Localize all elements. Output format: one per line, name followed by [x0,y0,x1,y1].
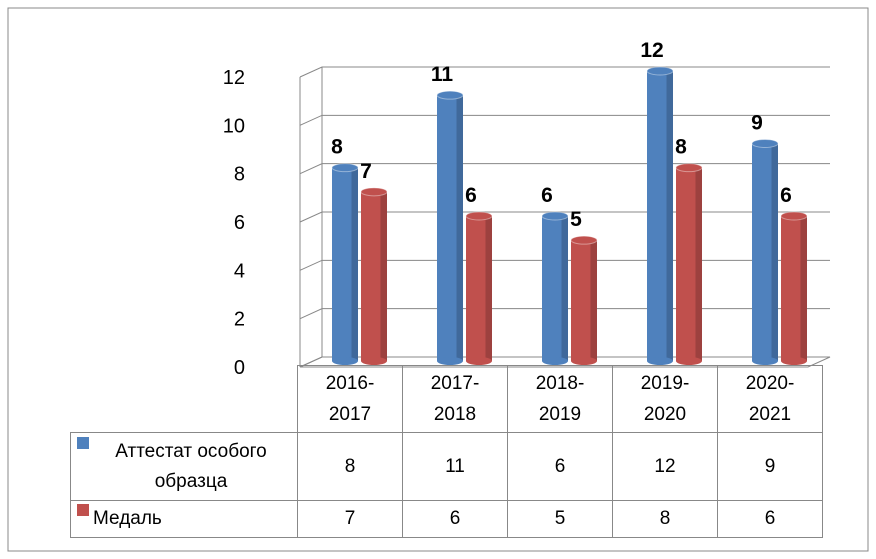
data-label: 6 [780,184,792,207]
bar [781,216,807,361]
bar [647,71,673,361]
bar [361,191,387,361]
bar [571,240,597,361]
bar-base [361,357,387,365]
legend-label: Аттестат особого образца [115,440,267,492]
data-label: 6 [541,184,553,207]
legend-cell: Медаль [70,500,298,538]
bar-shade [456,95,463,362]
bar-shade [380,191,387,361]
grid-line [299,163,830,175]
data-label: 5 [570,208,582,231]
y-tick-label: 0 [234,357,245,379]
bar-base [571,357,597,365]
data-table: 2016-2017 2017-2018 2018-2019 2019-2020 2020… [70,365,823,538]
table-value: 6 [402,500,508,538]
bar-shade [800,216,807,361]
bar-cap [465,211,493,221]
table-value: 6 [507,432,613,501]
bar-cap [331,163,359,173]
bar-shade [351,167,358,361]
bar-base [781,357,807,365]
table-value: 7 [297,500,403,538]
bar-cap [751,139,779,148]
bar-cap [780,211,808,221]
bar-shade [666,71,673,361]
bar-base [752,357,778,365]
legend-swatch [77,436,89,449]
bar-shade [771,143,778,361]
x-tick-label: 2018-2019 [535,373,585,425]
data-label: 7 [360,160,372,183]
bar-cap [541,211,569,221]
bar [542,216,568,361]
bar [332,167,358,361]
table-value: 8 [297,432,403,501]
table-value: 6 [717,500,823,538]
x-tick-label: 2017-2018 [430,373,480,425]
data-label: 8 [331,136,343,159]
y-tick-label: 12 [223,67,245,89]
bar-shade [561,216,568,361]
table-value: 8 [612,500,718,538]
y-tick-label: 2 [234,309,245,331]
category-cell: 2018-2019 [507,365,613,433]
category-cell: 2020-2021 [717,365,823,433]
table-value: 9 [717,432,823,501]
bar [466,216,492,361]
blank [71,366,298,433]
bar-shade [590,240,597,361]
data-label: 8 [675,136,687,159]
x-tick-label: 2020-2021 [745,373,795,425]
data-label: 12 [640,39,663,62]
bar-base [332,357,358,365]
category-cell: 2017-2018 [402,365,508,433]
data-label: 9 [751,112,763,135]
bar [752,143,778,361]
y-tick-label: 10 [223,115,245,137]
grid-line [299,66,830,78]
bar [437,95,463,362]
data-label: 6 [465,184,477,207]
bar-base [466,357,492,365]
y-tick-label: 4 [234,260,245,282]
category-cell: 2019-2020 [612,365,718,433]
y-tick-label: 8 [234,164,245,186]
bar-cap [436,90,464,100]
category-cell: 2016-2017 [297,365,403,433]
bar-base [647,357,673,365]
bar-cap [675,163,703,173]
frame [7,7,869,552]
table-value: 11 [402,432,508,501]
legend-label: Медаль [93,508,162,529]
bar-base [437,357,463,365]
y-tick-label: 6 [234,212,245,234]
bar-cap [570,235,598,245]
x-tick-label: 2019-2020 [640,373,690,425]
bar-base [676,357,702,365]
legend-swatch [77,504,89,516]
data-label: 11 [431,63,454,86]
x-tick-label: 2016-2017 [325,373,375,425]
table-value: 12 [612,432,718,501]
bar-shade [695,167,702,361]
bar-cap [360,187,388,197]
table-value: 5 [507,500,613,538]
bar [676,167,702,361]
bar-shade [485,216,492,361]
bar-cap [646,66,674,76]
legend-cell: Аттестат особого образца [70,432,298,501]
bar-base [542,357,568,365]
